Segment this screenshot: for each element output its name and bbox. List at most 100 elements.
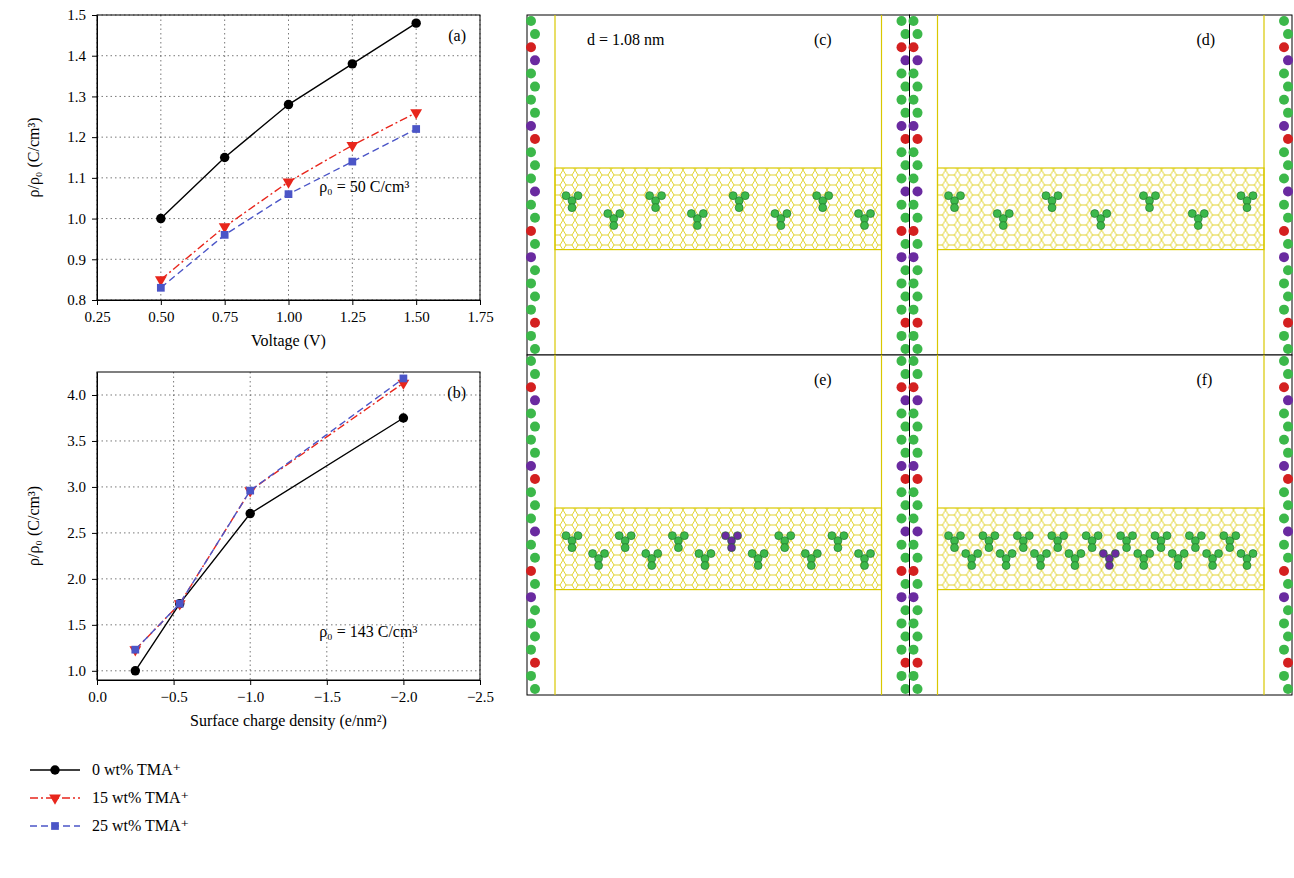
electrode-atom — [909, 487, 919, 497]
ion-icon — [1037, 562, 1045, 570]
tick-label: 1.25 — [340, 309, 366, 325]
tick-label: 0.50 — [148, 309, 174, 325]
ion-icon — [748, 550, 756, 558]
ion-icon — [945, 532, 953, 540]
plot-area — [155, 18, 422, 291]
electrode-atom — [1283, 265, 1293, 275]
snapshots: (c)d = 1.08 nm(d)(e)(f) — [526, 15, 1293, 695]
electrode-atom — [897, 671, 907, 681]
grid — [97, 15, 480, 300]
electrode-atom — [913, 527, 923, 537]
ion-icon — [777, 222, 785, 230]
electrode-atom — [909, 592, 919, 602]
tick: 0.0 — [88, 680, 107, 705]
ion-icon — [1226, 544, 1234, 552]
ion-icon — [951, 204, 959, 212]
ion-icon — [783, 210, 791, 218]
ion-icon — [1094, 532, 1102, 540]
electrode-atom — [909, 408, 919, 418]
electrode-atom — [526, 173, 536, 183]
grid-line — [97, 624, 480, 625]
ion-icon — [699, 210, 707, 218]
electrode-atom — [897, 252, 907, 262]
ion-icon — [993, 210, 1001, 218]
ion-icon — [787, 532, 795, 540]
electrode-atom — [1279, 95, 1289, 105]
ion-icon — [1140, 192, 1148, 200]
electrode-atom — [897, 435, 907, 445]
electrode-atom — [1279, 147, 1289, 157]
electrode-atom — [897, 95, 907, 105]
electrode-atom — [526, 95, 536, 105]
ion-icon — [610, 222, 618, 230]
panel-frame — [910, 15, 1293, 355]
tick: 0.75 — [212, 300, 238, 325]
tick-mark — [225, 300, 226, 305]
snapshot-panel: (c)d = 1.08 nm — [526, 15, 911, 355]
electrode-atom — [909, 461, 919, 471]
ion-icon — [1188, 210, 1196, 218]
tick-label: 0.9 — [67, 252, 86, 268]
ion-icon — [1082, 532, 1090, 540]
y-axis-title: ρ/ρ₀ (C/cm³) — [25, 117, 43, 197]
marker — [412, 125, 420, 133]
grid-line — [97, 96, 480, 97]
tick-mark — [92, 56, 97, 57]
tick-label: 1.75 — [467, 309, 493, 325]
ion-icon — [1077, 550, 1085, 558]
tick-mark — [97, 680, 98, 685]
ion-icon — [615, 532, 623, 540]
tick: 1.75 — [467, 300, 493, 325]
ion-icon — [775, 532, 783, 540]
electrode-atom — [1283, 395, 1293, 405]
marker — [283, 179, 295, 189]
tick: −2.5 — [467, 680, 494, 705]
tick-mark — [480, 300, 481, 305]
ion-icon — [562, 192, 570, 200]
electrode-atom — [526, 121, 536, 131]
tick-label: 0.0 — [88, 689, 107, 705]
electrode-atom — [897, 592, 907, 602]
electrode-atom — [913, 344, 923, 354]
ion-icon — [1194, 222, 1202, 230]
ion-icon — [825, 192, 833, 200]
electrode-atom — [1279, 278, 1289, 288]
ion-icon — [680, 532, 688, 540]
marker — [221, 231, 229, 239]
tick-mark — [92, 259, 97, 260]
electrode-atom — [1283, 684, 1293, 694]
electrode-atom — [909, 95, 919, 105]
electrode-atom — [913, 82, 923, 92]
ion-icon — [819, 204, 827, 212]
legend-marker — [50, 765, 59, 774]
tick: 1.5 — [67, 617, 97, 633]
electrode-atom — [526, 645, 536, 655]
ion-icon — [1002, 562, 1010, 570]
electrode-atom — [1279, 121, 1289, 131]
marker — [410, 109, 422, 119]
electrode-atom — [1283, 187, 1293, 197]
electrode-atom — [530, 579, 540, 589]
electrode-atom — [913, 684, 923, 694]
nanotube — [938, 168, 1265, 250]
ion-icon — [621, 544, 629, 552]
electrode-atom — [1283, 500, 1293, 510]
electrode-atom — [530, 474, 540, 484]
ion-icon — [1180, 550, 1188, 558]
marker — [156, 214, 165, 223]
ion-icon — [1025, 532, 1033, 540]
ion-icon — [574, 532, 582, 540]
grid-line — [97, 486, 480, 487]
ion-icon — [1065, 550, 1073, 558]
ion-icon — [813, 550, 821, 558]
electrode-atom — [530, 292, 540, 302]
electrode-atom — [526, 671, 536, 681]
tick: 0.50 — [148, 300, 174, 325]
electrode-atom — [1283, 344, 1293, 354]
ion-icon — [1197, 532, 1205, 540]
ion-icon — [741, 192, 749, 200]
electrode-atom — [909, 278, 919, 288]
electrode-atom — [530, 318, 540, 328]
electrode-atom — [909, 540, 919, 550]
electrode-atom — [897, 68, 907, 78]
